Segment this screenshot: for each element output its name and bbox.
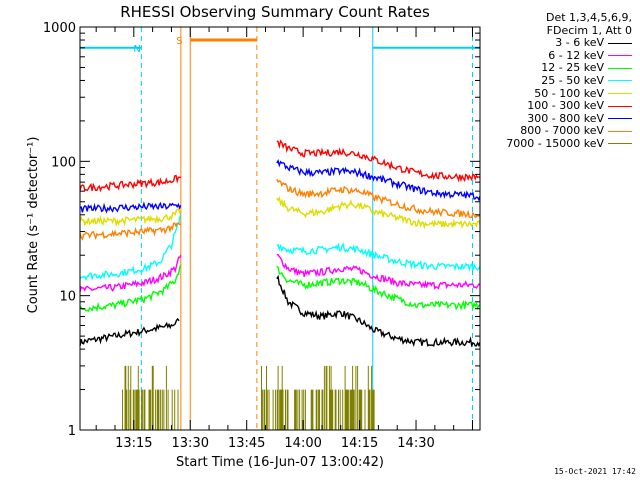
- y-tick-label: 10: [59, 290, 76, 305]
- series-line-7-seg-1: [276, 178, 481, 219]
- legend-label: 7000 - 15000 keV: [506, 136, 604, 150]
- y-axis-label: Count Rate (s⁻¹ detector⁻¹): [26, 137, 41, 314]
- legend-swatch: [608, 118, 632, 120]
- legend-entry: 800 - 7000 keV: [506, 125, 632, 138]
- timestamp: 15-Oct-2021 17:42: [554, 467, 636, 476]
- legend-swatch: [608, 80, 632, 82]
- series-line-6-seg-1: [276, 158, 481, 202]
- legend-entry: 3 - 6 keV: [506, 36, 632, 50]
- y-tick-label: 1000: [43, 21, 76, 36]
- x-tick-label: 14:00: [284, 436, 321, 451]
- legend-label: 300 - 800 keV: [527, 111, 604, 125]
- legend-swatch: [608, 93, 632, 95]
- legend-swatch: [608, 67, 632, 69]
- legend-label: 800 - 7000 keV: [520, 124, 604, 138]
- series-line-4-seg-1: [276, 195, 481, 230]
- legend-header-2: FDecim 1, Att 0: [546, 23, 632, 37]
- series-line-7-seg-0: [79, 222, 181, 241]
- series-spikes-7000-15000-0: [122, 365, 179, 430]
- x-tick-label: 14:15: [341, 436, 378, 451]
- legend-entry: 7000 - 15000 keV: [506, 136, 632, 151]
- legend: Det 1,3,4,5,6,9, FDecim 1, Att 0 3 - 6 k…: [506, 11, 632, 151]
- series-line-3-seg-1: [276, 242, 481, 272]
- series-line-4-seg-0: [79, 208, 182, 228]
- legend-entry: 25 - 50 keV: [506, 73, 632, 88]
- series-line-1-seg-0: [79, 254, 182, 293]
- series-line-2-seg-1: [276, 265, 481, 311]
- legend-swatch: [608, 55, 632, 57]
- series-line-5-seg-1: [276, 139, 481, 183]
- legend-label: 6 - 12 keV: [548, 48, 604, 62]
- chart-title: RHESSI Observing Summary Count Rates: [120, 3, 430, 21]
- y-tick-label: 1: [68, 424, 76, 439]
- legend-label: 100 - 300 keV: [527, 99, 604, 113]
- legend-entry: 12 - 25 keV: [506, 62, 632, 75]
- annotation-label-S: S: [176, 36, 182, 47]
- series-line-3-seg-0: [79, 214, 182, 281]
- legend-entry: 300 - 800 keV: [506, 111, 632, 126]
- x-axis-label: Start Time (16-Jun-07 13:00:42): [176, 455, 384, 470]
- x-tick-label: 13:30: [172, 436, 209, 451]
- y-tick-label: 100: [51, 155, 76, 170]
- legend-entry: 6 - 12 keV: [506, 48, 632, 63]
- x-tick-label: 14:30: [397, 436, 434, 451]
- legend-header-1: Det 1,3,4,5,6,9,: [545, 11, 632, 24]
- legend-label: 25 - 50 keV: [541, 73, 604, 87]
- legend-entry: 50 - 100 keV: [506, 86, 632, 101]
- series-line-1-seg-1: [276, 253, 481, 290]
- series-line-2-seg-0: [79, 264, 182, 313]
- legend-swatch: [608, 143, 632, 145]
- legend-swatch: [608, 42, 632, 44]
- series-line-0-seg-0: [79, 317, 180, 347]
- series-line-0-seg-1: [276, 274, 481, 348]
- plot-frame: [79, 26, 481, 431]
- legend-label: 12 - 25 keV: [541, 61, 604, 75]
- legend-swatch: [608, 130, 632, 132]
- legend-label: 3 - 6 keV: [555, 36, 604, 50]
- legend-entry: 100 - 300 keV: [506, 99, 632, 113]
- legend-label: 50 - 100 keV: [534, 86, 604, 100]
- legend-swatch: [608, 105, 632, 107]
- series-line-5-seg-0: [79, 174, 181, 193]
- x-tick-label: 13:45: [228, 436, 265, 451]
- annotation-label-N: N: [133, 44, 140, 55]
- series-spikes-7000-15000-1: [261, 365, 375, 430]
- x-tick-label: 13:15: [115, 436, 152, 451]
- series-line-6-seg-0: [79, 201, 182, 214]
